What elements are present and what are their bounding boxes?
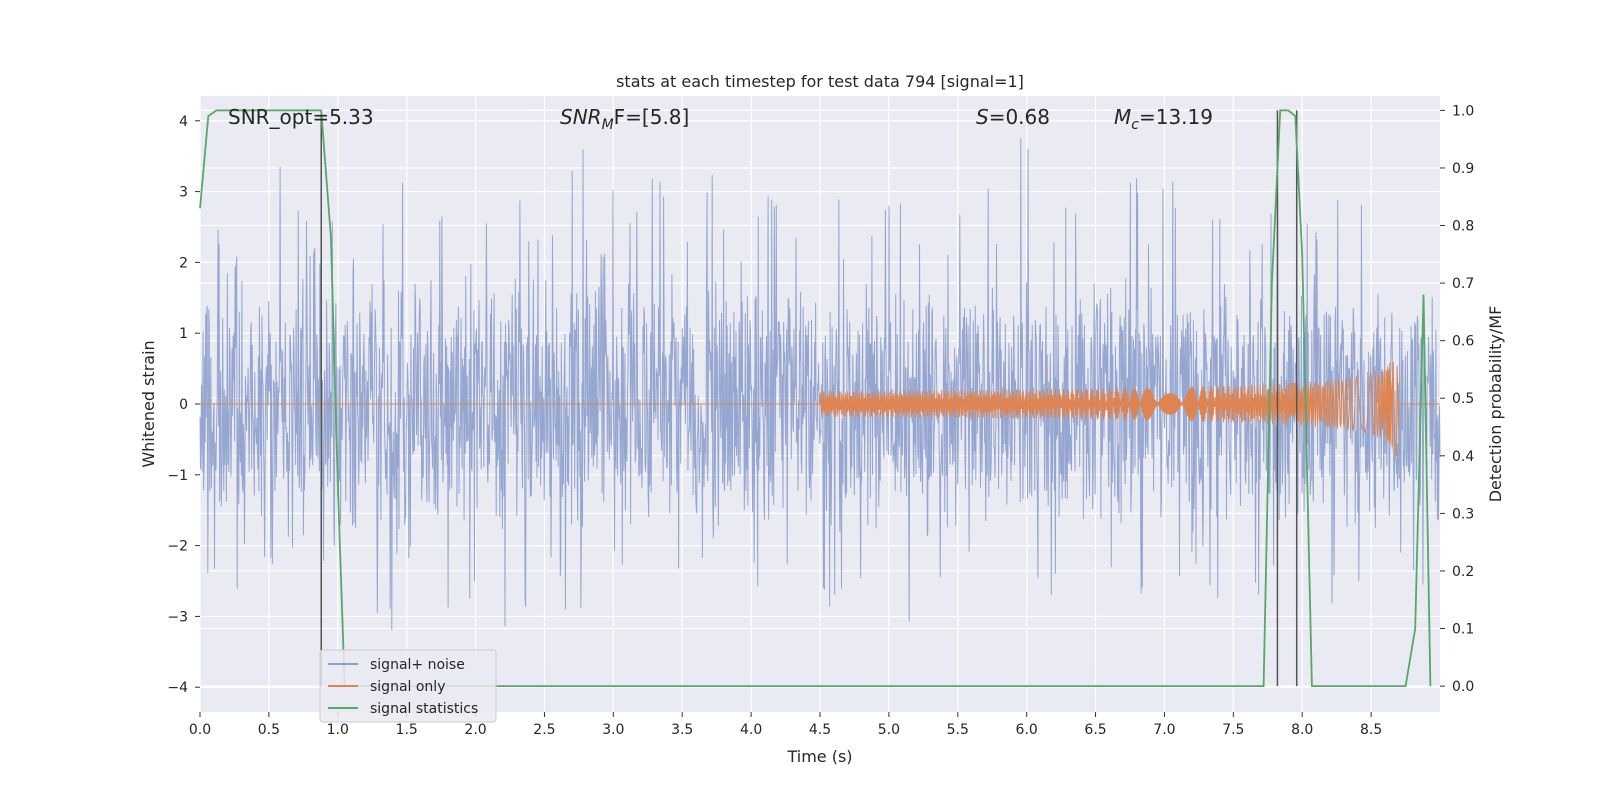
mc-rest: =13.19	[1139, 105, 1213, 129]
x-tick-label: 4.5	[809, 722, 831, 738]
x-tick-label: 8.0	[1291, 722, 1313, 738]
x-tick-label: 8.5	[1360, 722, 1382, 738]
x-tick-label: 5.0	[878, 722, 900, 738]
y-right-ticks: 1.0 0.9 0.8 0.7 0.6 0.5 0.4 0.3 0.2 0.1 0.0	[1440, 103, 1474, 695]
signal-statistics-line	[199, 109, 1432, 687]
legend: signal+ noise signal only signal statist…	[319, 649, 497, 723]
x-tick-label: 3.0	[602, 722, 624, 738]
mc-sub: c	[1131, 117, 1139, 133]
signal-noise-series	[199, 137, 1441, 631]
x-tick-label: 1.0	[327, 722, 349, 738]
x-tick-label: 7.5	[1222, 722, 1244, 738]
y-right-tick-label: 0.8	[1452, 219, 1474, 235]
y-left-tick-label: −1	[167, 468, 188, 484]
y-left-tick-label: 3	[179, 185, 188, 201]
y-right-tick-label: 0.6	[1452, 334, 1474, 350]
legend-label-signal-only: signal only	[370, 679, 445, 695]
snr-mf-sub: M	[602, 117, 614, 133]
y-left-tick-label: −2	[167, 539, 188, 555]
x-ticks: 0.0 0.5 1.0 1.5 2.0 2.5 3.0 3.5 4.0 4.5 5.0 5.5 6.0 6…	[189, 712, 1382, 738]
y-left-tick-label: 0	[179, 397, 188, 413]
chart-title: stats at each timestep for test data 794…	[616, 72, 1024, 91]
y-right-tick-label: 0.0	[1452, 679, 1474, 695]
snr-mf-rest: F=[5.8]	[614, 105, 690, 129]
y-right-tick-label: 0.1	[1452, 622, 1474, 638]
y-left-ticks: 4 3 2 1 0 −1 −2 −3 −4	[167, 114, 200, 696]
y-left-tick-label: 4	[179, 114, 188, 130]
legend-label-signal-statistics: signal statistics	[370, 701, 478, 717]
x-tick-label: 6.5	[1084, 722, 1106, 738]
mc-main: M	[1114, 105, 1131, 129]
y-right-tick-label: 1.0	[1452, 103, 1474, 119]
y-left-tick-label: 2	[179, 255, 188, 271]
legend-box	[319, 649, 497, 723]
x-tick-label: 1.5	[396, 722, 418, 738]
y-right-tick-label: 0.5	[1452, 391, 1474, 407]
x-tick-label: 2.5	[533, 722, 555, 738]
y-right-tick-label: 0.2	[1452, 564, 1474, 580]
y-left-axis-label: Whitened strain	[139, 340, 158, 467]
s-rest: =0.68	[989, 105, 1050, 129]
y-right-tick-label: 0.9	[1452, 161, 1474, 177]
signal-noise-line	[199, 137, 1441, 631]
annotation-snr-opt: SNR_opt=5.33	[228, 105, 374, 129]
x-tick-label: 6.0	[1016, 722, 1038, 738]
y-right-tick-label: 0.4	[1452, 449, 1474, 465]
annotation-snr-mf: SNRMF=[5.8]	[560, 105, 689, 133]
s-main: S	[976, 105, 989, 129]
x-tick-label: 0.5	[258, 722, 280, 738]
signal-only-line	[200, 361, 1440, 456]
y-right-tick-label: 0.7	[1452, 276, 1474, 292]
annotation-mc: Mc=13.19	[1114, 105, 1213, 133]
signal-only-series	[200, 361, 1440, 456]
x-tick-label: 5.5	[947, 722, 969, 738]
y-right-axis-label: Detection probability/MF	[1486, 306, 1505, 503]
y-right-tick-label: 0.3	[1452, 506, 1474, 522]
y-left-tick-label: −3	[167, 609, 188, 625]
snr-mf-main: SNR	[560, 105, 602, 129]
vertical-markers	[320, 110, 1298, 687]
signal-statistics-series	[199, 109, 1432, 687]
x-tick-label: 7.0	[1153, 722, 1175, 738]
x-tick-label: 4.0	[740, 722, 762, 738]
x-tick-label: 2.0	[464, 722, 486, 738]
x-axis-label: Time (s)	[786, 747, 852, 766]
annotation-s: S=0.68	[976, 105, 1050, 129]
y-left-tick-label: −4	[167, 680, 188, 696]
x-tick-label: 0.0	[189, 722, 211, 738]
y-left-tick-label: 1	[179, 326, 188, 342]
legend-label-signal-noise: signal+ noise	[370, 657, 465, 673]
x-tick-label: 3.5	[671, 722, 693, 738]
